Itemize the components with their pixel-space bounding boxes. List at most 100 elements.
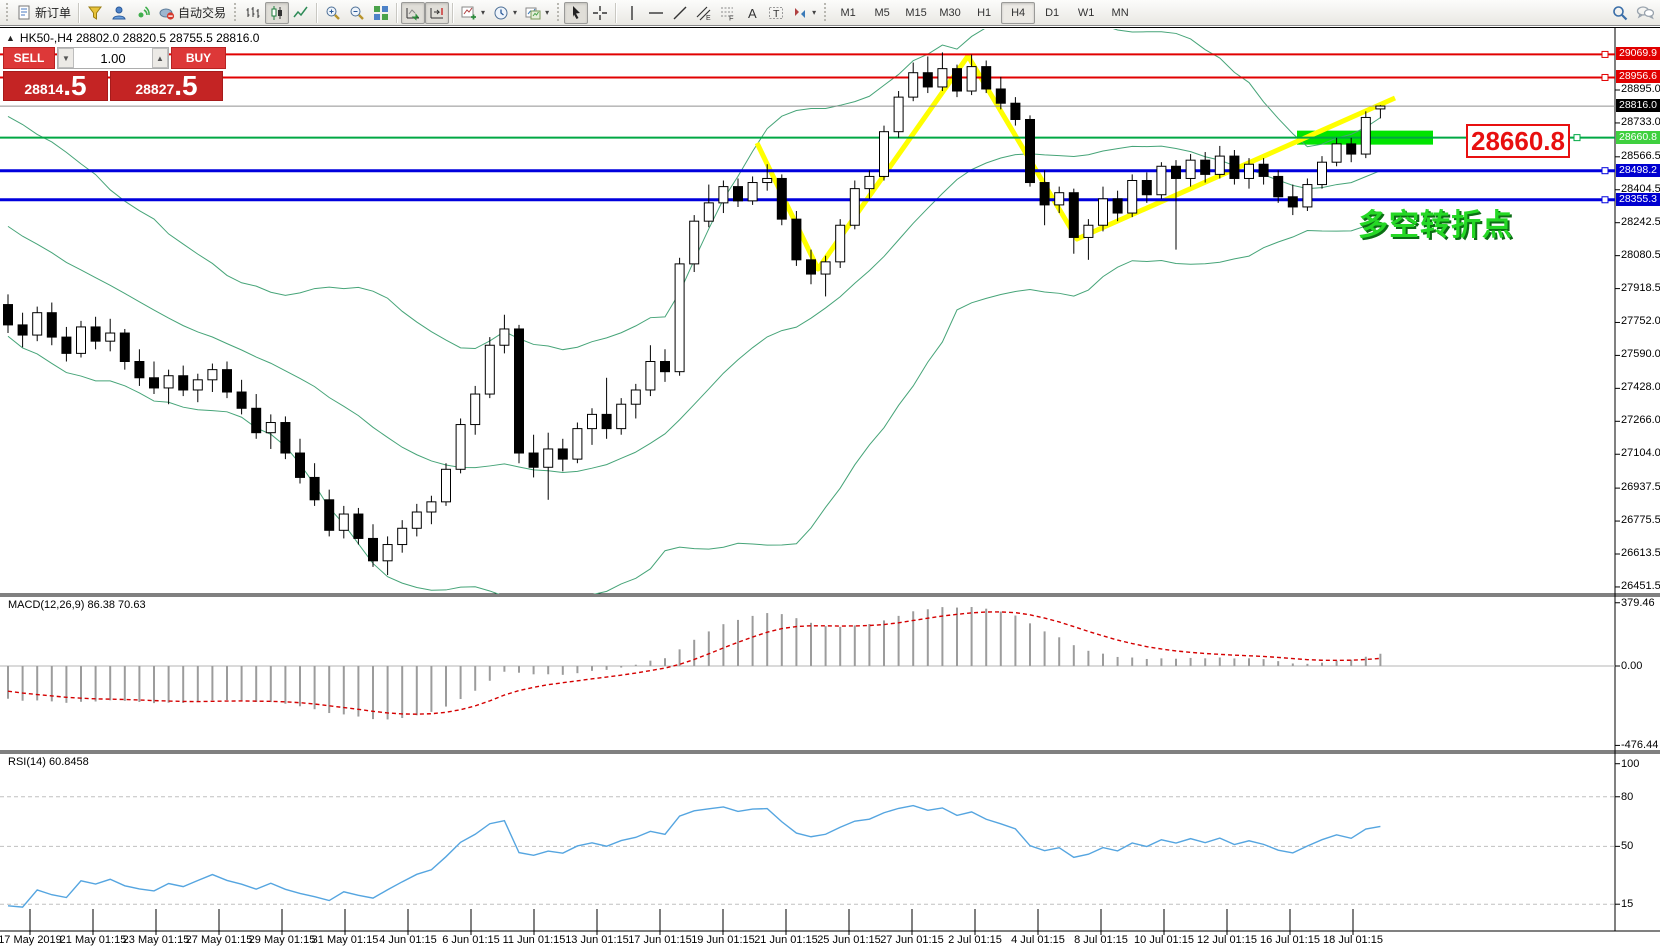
line-chart-button[interactable]	[289, 2, 313, 24]
channel-button[interactable]: E	[692, 2, 716, 24]
candle-up	[441, 468, 451, 503]
dropdown-caret-icon[interactable]: ▾	[545, 8, 550, 17]
toolbar-separator	[396, 2, 399, 23]
candle-up	[397, 527, 408, 546]
turning-point-annotation[interactable]: 多空转折点	[1358, 209, 1513, 242]
candle-up	[747, 182, 758, 202]
new-order-icon	[17, 5, 32, 20]
clock-icon	[493, 5, 509, 21]
rsi-indicator-label: RSI(14) 60.8458	[8, 756, 89, 768]
sell-button[interactable]: SELL	[3, 47, 55, 69]
line-anchor-handle[interactable]	[1573, 134, 1581, 142]
candle-down	[236, 391, 247, 409]
buy-price-display[interactable]: 28827.5	[110, 71, 223, 101]
candle-down	[353, 513, 364, 539]
price-tick-label: 28733.0	[1621, 115, 1660, 128]
text-button[interactable]: A	[740, 2, 764, 24]
cursor-button[interactable]	[564, 1, 589, 24]
horizontal-line-button[interactable]	[644, 2, 668, 24]
timeframe-m5[interactable]: M5	[874, 6, 890, 19]
arrows-button[interactable]: ▾	[788, 2, 820, 24]
text-label-button[interactable]: T	[764, 2, 788, 24]
candle-up	[338, 513, 349, 531]
rsi-axis-label: 50	[1621, 840, 1634, 853]
time-axis-label: 13 Jun 01:15	[565, 934, 629, 946]
periods-button[interactable]: ▾	[489, 2, 521, 24]
labelT-icon: T	[768, 5, 784, 21]
chat-button[interactable]	[1632, 2, 1658, 24]
buy-button[interactable]: BUY	[171, 47, 226, 69]
candle-down	[149, 377, 159, 389]
toolbar-separator	[316, 2, 319, 23]
line-anchor-handle[interactable]	[1601, 167, 1609, 175]
sell-price-base: 28814	[24, 81, 64, 97]
rsi-line	[7, 804, 1381, 908]
toolbar-grip	[823, 2, 829, 23]
dropdown-caret-icon[interactable]: ▾	[812, 8, 817, 17]
trendline-button[interactable]	[668, 2, 692, 24]
line-anchor-handle[interactable]	[1601, 50, 1609, 58]
price-tick-label: 27752.0	[1621, 315, 1660, 328]
price-line-badge: 28956.6	[1616, 70, 1660, 84]
time-axis-label: 4 Jun 01:15	[379, 934, 437, 946]
main-chart-layer[interactable]	[7, 28, 1433, 596]
volume-value[interactable]: 1.00	[100, 50, 126, 66]
timeframe-h4[interactable]: H4	[1001, 1, 1036, 24]
chart-window[interactable]: ▲ HK50-,H4 28802.0 28820.5 28755.5 28816…	[0, 27, 1660, 952]
collapse-triangle-icon[interactable]: ▲	[6, 33, 15, 43]
templates-button[interactable]: ▾	[521, 2, 553, 24]
candle-down	[61, 336, 72, 354]
price-tick-label: 28404.5	[1621, 182, 1660, 195]
price-tick-label: 27918.5	[1621, 281, 1660, 294]
zoom-in-button[interactable]	[321, 2, 345, 24]
candle-up	[426, 501, 437, 513]
search-button[interactable]	[1608, 2, 1632, 24]
price-line-badge: 28355.3	[1616, 192, 1660, 206]
volume-decrease-button[interactable]: ▼	[58, 48, 74, 68]
price-level-label[interactable]: 28660.8	[1466, 124, 1570, 158]
candle-up	[1360, 116, 1371, 155]
time-axis-label: 21 Jun 01:15	[754, 934, 818, 946]
chart-title: ▲ HK50-,H4 28802.0 28820.5 28755.5 28816…	[6, 31, 259, 45]
autotrading-button[interactable]: 自动交易	[155, 2, 230, 24]
indicators-button[interactable]: ▾	[457, 2, 489, 24]
dropdown-caret-icon[interactable]: ▾	[481, 8, 486, 17]
candlestick-button[interactable]	[265, 1, 290, 24]
candle-up	[1244, 163, 1254, 179]
vertical-line-button[interactable]	[620, 2, 644, 24]
timeframe-h1[interactable]: H1	[977, 6, 992, 19]
timeframe-w1[interactable]: W1	[1077, 6, 1095, 19]
zoom-out-button[interactable]	[345, 2, 369, 24]
fibonacci-button[interactable]: F	[716, 2, 740, 24]
dropdown-caret-icon[interactable]: ▾	[513, 8, 518, 17]
tile-windows-button[interactable]	[369, 2, 393, 24]
sell-price-display[interactable]: 28814.5	[3, 71, 108, 101]
shift-icon	[429, 5, 445, 21]
timeframe-d1[interactable]: D1	[1045, 6, 1060, 19]
timeframe-m15[interactable]: M15	[905, 6, 927, 19]
new-order-button[interactable]: 新订单	[13, 2, 75, 24]
candle-up	[470, 393, 481, 426]
funnel-icon	[87, 5, 103, 21]
time-axis-label: 17 Jun 01:15	[628, 934, 692, 946]
timeframe-m30[interactable]: M30	[939, 6, 961, 19]
candle-down	[601, 413, 612, 430]
chart-canvas[interactable]	[0, 28, 1660, 952]
signals-button[interactable]	[131, 2, 155, 24]
line-anchor-handle[interactable]	[1601, 196, 1609, 204]
volume-increase-button[interactable]: ▲	[152, 48, 168, 68]
bar-chart-button[interactable]	[241, 2, 265, 24]
profile-button[interactable]	[83, 2, 107, 24]
candle-down	[1039, 182, 1050, 206]
toolbar-grip	[5, 2, 10, 23]
chart-shift-button[interactable]	[425, 1, 450, 24]
crosshair-button[interactable]	[588, 2, 612, 24]
candle-down	[557, 448, 568, 460]
candle-down	[178, 375, 189, 391]
timeframe-mn[interactable]: MN	[1111, 6, 1129, 19]
timeframe-m1[interactable]: M1	[840, 6, 856, 19]
toolbar-separator	[615, 2, 618, 23]
line-anchor-handle[interactable]	[1601, 73, 1609, 81]
auto-scroll-button[interactable]	[401, 1, 426, 24]
community-button[interactable]	[107, 2, 131, 24]
